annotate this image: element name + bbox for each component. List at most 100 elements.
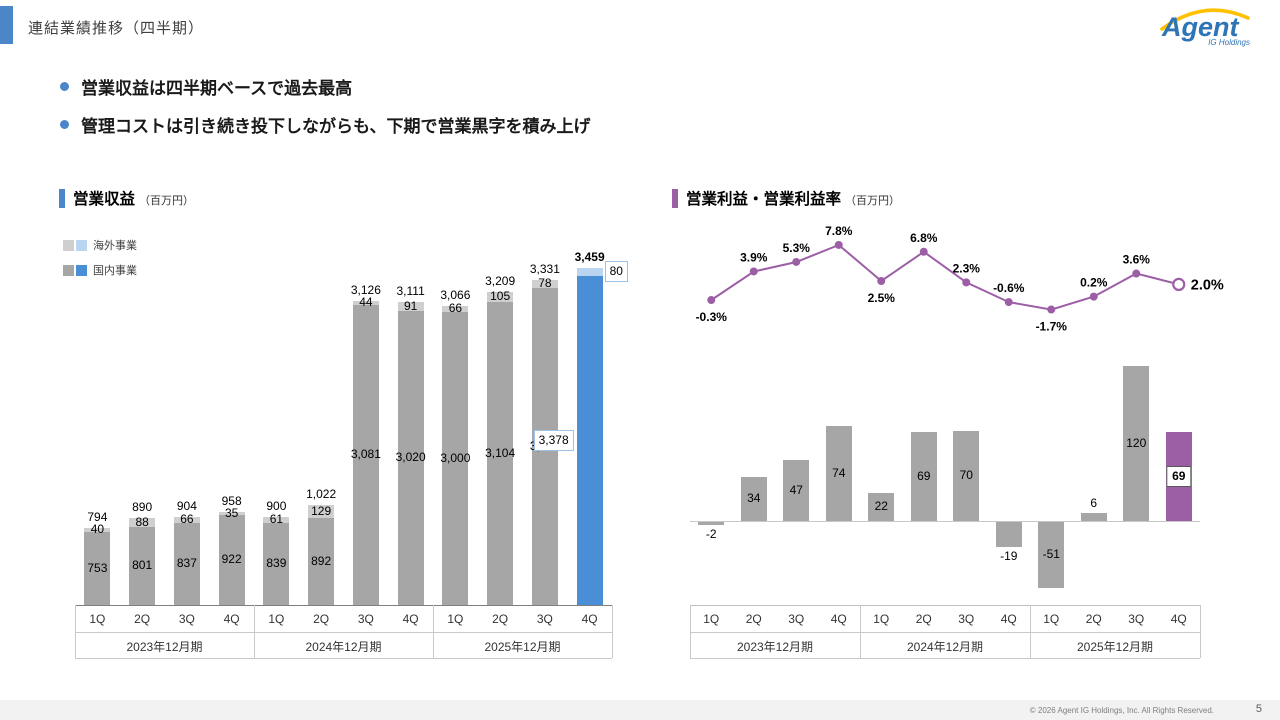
- revenue-bar-overseas: [531, 280, 558, 288]
- legend-domestic-swatch-1: [63, 264, 74, 276]
- revenue-overseas-label: 66: [180, 512, 194, 526]
- revenue-total-label: 3,066: [440, 288, 471, 302]
- legend-domestic-swatch-2: [76, 264, 87, 276]
- quarter-label: 2Q: [313, 612, 330, 626]
- bullet-dot-icon: [60, 120, 69, 129]
- profit-bar-label: 47: [789, 482, 803, 497]
- margin-point-label: 7.8%: [825, 224, 853, 238]
- revenue-overseas-label: 40: [90, 522, 105, 536]
- margin-point: [962, 278, 971, 287]
- axis-mid-line: [690, 632, 1200, 633]
- revenue-bar-overseas: [218, 512, 245, 515]
- fiscal-year-label: 2024年12月期: [305, 640, 382, 654]
- margin-point-label: -1.7%: [1036, 320, 1068, 334]
- margin-point-label: -0.6%: [993, 281, 1025, 295]
- profit-bar: [1038, 522, 1065, 588]
- revenue-bar-overseas: [173, 517, 200, 523]
- profit-title-accent: [672, 188, 678, 208]
- margin-point-label: 5.3%: [783, 241, 811, 255]
- margin-point: [792, 257, 801, 266]
- profit-highlight-label: 69: [1166, 465, 1192, 487]
- fiscal-year-label: 2025年12月期: [484, 640, 561, 654]
- revenue-domestic-label: 3,104: [485, 445, 516, 460]
- profit-bar-label: 69: [917, 468, 931, 483]
- revenue-bar-overseas: [84, 528, 111, 532]
- revenue-total-label: 3,459: [574, 250, 605, 264]
- logo-text: Agent: [1161, 12, 1240, 42]
- logo-graphic: Agent IG Holdings: [1160, 8, 1250, 47]
- revenue-domestic-label: 753: [87, 560, 108, 575]
- margin-point: [877, 277, 886, 285]
- margin-point-label: 6.8%: [910, 231, 938, 245]
- page-title: 連結業績推移（四半期）: [28, 20, 205, 37]
- quarter-label: 1Q: [703, 612, 720, 626]
- margin-line: [710, 243, 1180, 311]
- margin-point-label: 3.9%: [740, 250, 768, 264]
- bullet-item-1: 営業収益は四半期ベースで過去最高: [60, 74, 591, 99]
- quarter-label: 2Q: [134, 612, 151, 626]
- margin-point: [834, 240, 843, 249]
- revenue-domestic-label: 801: [132, 558, 153, 572]
- margin-point-highlight: [1172, 277, 1186, 292]
- revenue-chart-unit: （百万円）: [139, 194, 195, 207]
- quarter-label: 3Q: [178, 612, 195, 626]
- revenue-overseas-label: 105: [490, 289, 511, 303]
- profit-bar: [910, 432, 937, 521]
- margin-point: [1047, 305, 1056, 314]
- profit-bar: [698, 522, 725, 525]
- revenue-bar-domestic: [442, 312, 469, 605]
- margin-point-label: 3.6%: [1123, 253, 1151, 267]
- revenue-legend: 海外事業 国内事業: [63, 237, 137, 287]
- revenue-bar-domestic: [352, 305, 379, 605]
- quarter-label: 2Q: [745, 612, 762, 626]
- profit-bar-label: 22: [874, 499, 888, 513]
- revenue-domestic-label: 837: [176, 556, 197, 570]
- fiscal-year-label: 2024年12月期: [906, 640, 984, 654]
- margin-point-label: 0.2%: [1080, 276, 1108, 290]
- bullet-text-1: 営業収益は四半期ベースで過去最高: [81, 79, 353, 98]
- zero-line: [690, 521, 1200, 522]
- profit-bar: [953, 431, 980, 521]
- revenue-total-label: 3,111: [396, 284, 425, 298]
- quarter-label: 2Q: [492, 612, 509, 626]
- profit-bar: [740, 477, 767, 521]
- quarter-label: 4Q: [223, 612, 240, 626]
- margin-point: [1089, 292, 1098, 301]
- axis-group-divider: [433, 605, 434, 658]
- profit-bar: [868, 493, 895, 521]
- page-number: 5: [1255, 703, 1262, 715]
- axis-group-divider: [1030, 605, 1031, 658]
- revenue-bar-overseas: [397, 302, 424, 311]
- legend-overseas-swatch-1: [63, 239, 74, 251]
- bullet-item-2: 管理コストは引き続き投下しながらも、下期で営業黒字を積み上げ: [60, 112, 591, 137]
- profit-chart-title: 営業利益・営業利益率: [686, 191, 842, 208]
- company-logo: Agent IG Holdings: [1154, 4, 1254, 53]
- quarter-label: 1Q: [1043, 612, 1060, 626]
- margin-line-svg: -0.3% 3.9% 5.3% 7.8% 2.5% 6.8% 2.3% -0.6% -1.7% 0…: [696, 224, 1224, 334]
- profit-chart-unit: （百万円）: [845, 194, 901, 207]
- margin-point-label: 2.5%: [868, 291, 896, 305]
- revenue-overseas-label: 129: [311, 503, 332, 518]
- copyright-text: © 2026 Agent IG Holdings, Inc. All Right…: [1029, 706, 1214, 715]
- revenue-overseas-label: 88: [135, 514, 149, 529]
- revenue-domestic-label: 3,000: [440, 450, 471, 465]
- footer: © 2026 Agent IG Holdings, Inc. All Right…: [0, 700, 1280, 720]
- margin-point: [707, 296, 716, 305]
- logo-subtext: IG Holdings: [1208, 38, 1250, 47]
- quarter-label: 4Q: [1000, 612, 1017, 626]
- title-accent-bar: [0, 6, 13, 44]
- axis-group-divider: [860, 605, 861, 658]
- revenue-bar-domestic: [263, 523, 290, 605]
- legend-domestic-label: 国内事業: [93, 265, 137, 277]
- profit-bar-label: -51: [1042, 547, 1060, 561]
- quarter-label: 3Q: [958, 612, 975, 626]
- profit-bar-label: 74: [832, 465, 846, 480]
- revenue-bar-domestic: [487, 302, 514, 605]
- profit-bar: [1080, 513, 1107, 521]
- revenue-total-label: 900: [266, 499, 287, 513]
- revenue-total-label: 3,126: [350, 283, 381, 297]
- axis-top-line: [75, 605, 612, 606]
- axis-group-divider: [254, 605, 255, 658]
- axis-group-divider: [690, 605, 691, 658]
